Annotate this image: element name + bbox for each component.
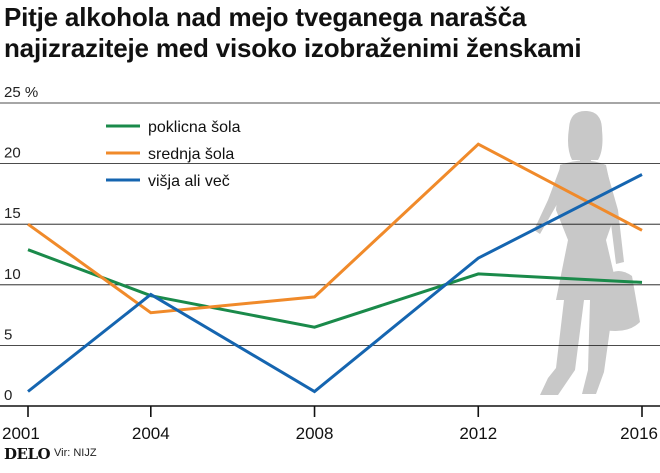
chart-title: Pitje alkohola nad mejo tveganega narašč… — [4, 2, 654, 64]
series-lines — [27, 142, 643, 394]
source-note: Vir: NIJZ — [54, 447, 97, 459]
y-tick-label: 15 — [4, 205, 21, 222]
x-tick-label: 2004 — [132, 424, 170, 443]
legend: poklicna šola srednja šola višja ali več — [106, 119, 241, 190]
brand-logo: DELO — [4, 445, 51, 463]
title-line-2: najizraziteje med visoko izobraženimi že… — [4, 33, 582, 63]
legend-label: poklicna šola — [148, 119, 241, 136]
x-axis — [0, 405, 660, 417]
y-tick-label: 0 — [4, 387, 12, 404]
footer: DELO Vir: NIJZ — [0, 443, 660, 473]
series-line — [27, 173, 643, 394]
series-line — [27, 142, 643, 315]
y-tick-label: 20 — [4, 145, 21, 162]
x-tick-label: 2012 — [459, 424, 497, 443]
gridlines — [0, 102, 660, 346]
x-axis-labels: 2001 2004 2008 2012 2016 — [2, 424, 658, 443]
legend-label: višja ali več — [148, 173, 230, 190]
title-line-1: Pitje alkohola nad mejo tveganega narašč… — [4, 2, 527, 32]
y-tick-label: 25 % — [4, 84, 38, 101]
line-chart: 0 5 10 15 20 25 % 2001 2004 2008 2012 2016 poklic… — [0, 84, 660, 443]
series-line — [27, 248, 643, 329]
x-tick-label: 2001 — [2, 424, 40, 443]
y-tick-label: 10 — [4, 266, 21, 283]
woman-silhouette-icon — [534, 110, 640, 395]
legend-label: srednja šola — [148, 146, 234, 163]
y-axis-labels: 0 5 10 15 20 25 % — [4, 84, 38, 404]
y-tick-label: 5 — [4, 326, 12, 343]
x-tick-label: 2008 — [296, 424, 334, 443]
x-tick-label: 2016 — [620, 424, 658, 443]
